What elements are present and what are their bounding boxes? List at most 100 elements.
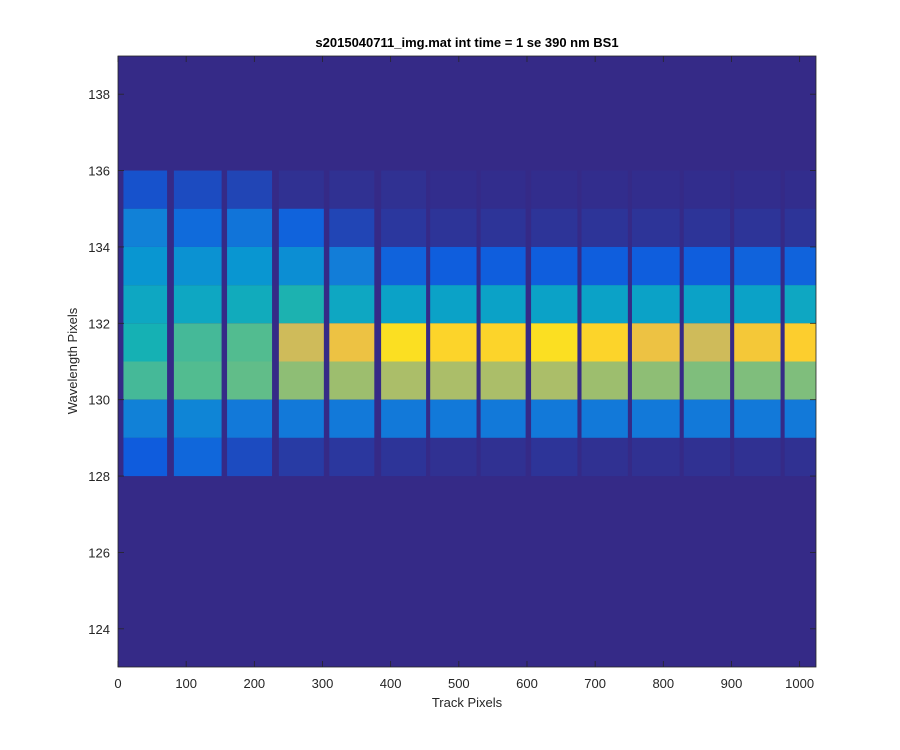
- heatmap-cell: [329, 246, 375, 286]
- heatmap-cell: [531, 437, 578, 477]
- heatmap-cell: [430, 437, 477, 477]
- heatmap-cell: [173, 246, 222, 286]
- heatmap-cell: [278, 246, 324, 286]
- heatmap-cell: [227, 361, 273, 400]
- heatmap-cell: [631, 437, 680, 477]
- heatmap-cell: [123, 437, 168, 477]
- heatmap-cell: [631, 285, 680, 324]
- heatmap-cell: [581, 285, 628, 324]
- heatmap-cell: [278, 361, 324, 400]
- heatmap-cell: [173, 285, 222, 324]
- heatmap-cell: [480, 399, 526, 438]
- x-tick-label: 300: [312, 676, 334, 691]
- heatmap-cell: [278, 323, 324, 362]
- x-axis-label: Track Pixels: [432, 695, 503, 710]
- heatmap-cell: [683, 437, 731, 477]
- heatmap-cell: [381, 170, 427, 209]
- axes-box: [117, 55, 817, 668]
- heatmap-cell: [480, 170, 526, 209]
- heatmap-cell: [329, 437, 375, 477]
- heatmap-cell: [278, 437, 324, 477]
- heatmap-cell: [480, 285, 526, 324]
- heatmap-cell: [683, 323, 731, 362]
- y-tick-label: 138: [88, 87, 110, 102]
- heatmap-cell: [734, 285, 781, 324]
- heatmap-cell: [784, 323, 816, 362]
- heatmap-cell: [734, 170, 781, 209]
- heatmap-cell: [278, 285, 324, 324]
- heatmap-cell: [173, 323, 222, 362]
- heatmap-cell: [381, 246, 427, 286]
- y-tick-label: 132: [88, 316, 110, 331]
- heatmap-cell: [381, 208, 427, 247]
- heatmap-cell: [631, 246, 680, 286]
- x-tick-label: 900: [721, 676, 743, 691]
- heatmap-cell: [683, 246, 731, 286]
- heatmap-cell: [581, 399, 628, 438]
- heatmap-cell: [227, 437, 273, 477]
- heatmap-cell: [329, 399, 375, 438]
- heatmap-cell: [278, 208, 324, 247]
- heatmap-cell: [734, 323, 781, 362]
- heatmap-cell: [123, 246, 168, 286]
- heatmap-cell: [278, 399, 324, 438]
- x-tick-label: 800: [652, 676, 674, 691]
- heatmap-cell: [531, 246, 578, 286]
- heatmap-cell: [631, 361, 680, 400]
- heatmap-cell: [734, 437, 781, 477]
- heatmap-cell: [581, 170, 628, 209]
- heatmap-cell: [631, 399, 680, 438]
- axes-layer: 0 100 200 300 400 500 600 700 800 900 1000 124 126 12…: [88, 55, 817, 691]
- heatmap-cell: [430, 246, 477, 286]
- heatmap-cell: [173, 437, 222, 477]
- heatmap-cell: [581, 323, 628, 362]
- heatmap-cell: [381, 285, 427, 324]
- y-tick-label: 134: [88, 240, 110, 255]
- heatmap-cell: [123, 399, 168, 438]
- x-tick-label: 0: [114, 676, 121, 691]
- heatmap-cell: [784, 361, 816, 400]
- heatmap-cell: [631, 170, 680, 209]
- plot-layer: [118, 56, 816, 667]
- heatmap-cell: [173, 361, 222, 400]
- heatmap-cell: [227, 399, 273, 438]
- heatmap-cell: [784, 399, 816, 438]
- heatmap-cell: [631, 323, 680, 362]
- heatmap-cell: [531, 208, 578, 247]
- x-tick-label: 400: [380, 676, 402, 691]
- heatmap-cell: [173, 170, 222, 209]
- x-tick-label: 200: [243, 676, 265, 691]
- heatmap-cell: [784, 437, 816, 477]
- heatmap-cell: [581, 437, 628, 477]
- heatmap-cell: [480, 361, 526, 400]
- heatmap-cell: [581, 208, 628, 247]
- heatmap-cell: [227, 208, 273, 247]
- heatmap-cell: [430, 323, 477, 362]
- heatmap-cell: [430, 361, 477, 400]
- heatmap-cell: [123, 208, 168, 247]
- x-tick-label: 500: [448, 676, 470, 691]
- heatmap-cell: [531, 361, 578, 400]
- heatmap-cell: [480, 208, 526, 247]
- heatmap-cell: [123, 170, 168, 209]
- y-tick-label: 124: [88, 622, 110, 637]
- heatmap-cell: [581, 246, 628, 286]
- heatmap-cell: [329, 285, 375, 324]
- heatmap-cell: [683, 361, 731, 400]
- heatmap-cell: [381, 361, 427, 400]
- heatmap-cell: [784, 246, 816, 286]
- heatmap-cell: [381, 399, 427, 438]
- y-tick-label: 130: [88, 393, 110, 408]
- heatmap-cell: [430, 208, 477, 247]
- heatmap-cell: [734, 361, 781, 400]
- heatmap-cell: [734, 246, 781, 286]
- heatmap-cell: [123, 285, 168, 324]
- heatmap-cell: [381, 437, 427, 477]
- heatmap-cell: [381, 323, 427, 362]
- y-tick-label: 136: [88, 164, 110, 179]
- heatmap-cell: [581, 361, 628, 400]
- y-axis-label: Wavelength Pixels: [65, 307, 80, 414]
- heatmap-cell: [531, 323, 578, 362]
